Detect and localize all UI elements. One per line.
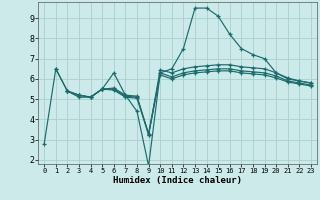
- X-axis label: Humidex (Indice chaleur): Humidex (Indice chaleur): [113, 176, 242, 185]
